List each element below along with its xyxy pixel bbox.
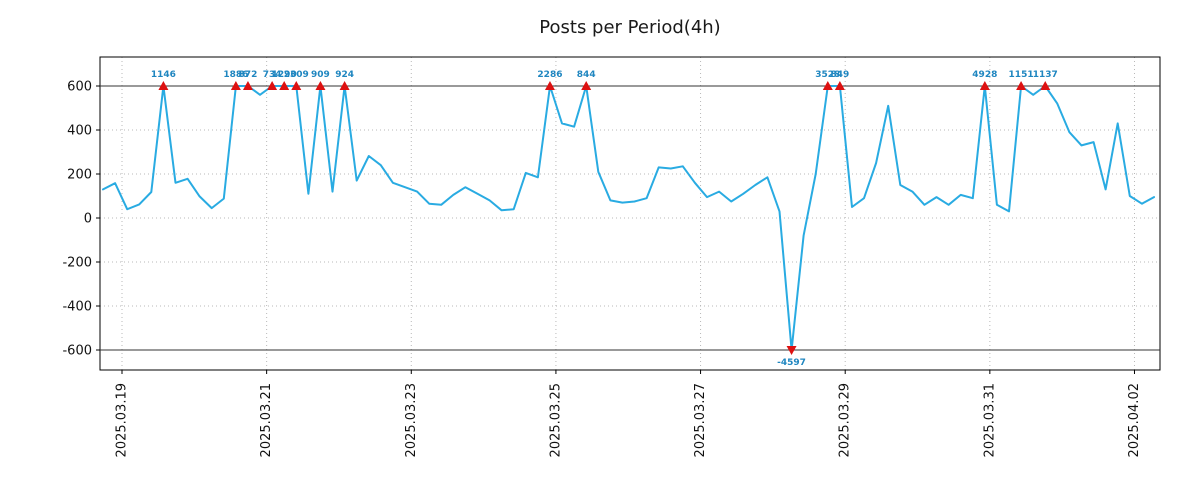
grid-layer xyxy=(100,57,1160,370)
peak-label: 909 xyxy=(311,70,330,80)
peak-label: 2309 xyxy=(284,70,309,80)
x-tick-label: 2025.04.02 xyxy=(1127,383,1142,457)
chart-title: Posts per Period(4h) xyxy=(539,17,720,38)
x-tick-label: 2025.03.19 xyxy=(115,383,130,457)
y-tick-label: 200 xyxy=(67,168,92,183)
y-tick-label: -200 xyxy=(62,256,92,271)
peak-marker xyxy=(315,81,326,90)
peak-marker xyxy=(544,81,555,90)
peak-marker xyxy=(230,81,241,90)
peak-label: 4928 xyxy=(972,70,997,80)
y-tick-label: 600 xyxy=(67,80,92,95)
axis-frame xyxy=(99,56,1161,371)
trough-label: -4597 xyxy=(777,358,806,368)
peak-marker xyxy=(822,81,833,90)
x-tick-label: 2025.03.23 xyxy=(404,383,419,457)
y-tick-label: -600 xyxy=(62,344,92,359)
peak-label: 1137 xyxy=(1033,70,1058,80)
peak-marker xyxy=(339,81,350,90)
peak-label: 1886 xyxy=(223,70,248,80)
data-line xyxy=(102,85,1155,351)
x-tick-label: 2025.03.27 xyxy=(693,383,708,457)
peak-label: 1146 xyxy=(151,70,176,80)
peak-label: 1151 xyxy=(1009,70,1034,80)
x-tick-label: 2025.03.21 xyxy=(259,383,274,457)
x-tick-label: 2025.03.31 xyxy=(982,383,997,457)
peak-label: 849 xyxy=(830,70,849,80)
y-tick-label: -400 xyxy=(62,300,92,315)
peak-label: 872 xyxy=(239,70,258,80)
peak-marker xyxy=(158,81,169,90)
peak-marker xyxy=(291,81,302,90)
peak-label: 924 xyxy=(335,70,354,80)
peak-label: 844 xyxy=(577,70,596,80)
trough-marker xyxy=(786,346,797,355)
peak-marker xyxy=(834,81,845,90)
label-layer: -600 -400 -200 0 200 400 600 2025.03.19 2025.03.… xyxy=(62,70,1141,457)
axis-layer xyxy=(96,56,1161,374)
peak-marker xyxy=(1040,81,1051,90)
peak-marker xyxy=(979,81,990,90)
peak-marker xyxy=(242,81,253,90)
peak-marker xyxy=(1016,81,1027,90)
y-tick-label: 400 xyxy=(67,124,92,139)
peak-marker xyxy=(581,81,592,90)
peak-label: 3528 xyxy=(815,70,840,80)
series-layer xyxy=(102,85,1155,351)
x-tick-label: 2025.03.29 xyxy=(838,383,853,457)
peak-label: 734 xyxy=(263,70,282,80)
peak-marker xyxy=(279,81,290,90)
peak-marker xyxy=(267,81,278,90)
peak-label: 1290 xyxy=(272,70,297,80)
marker-layer xyxy=(158,81,1051,355)
peak-label: 2286 xyxy=(537,70,562,80)
y-tick-label: 0 xyxy=(84,212,92,227)
x-tick-label: 2025.03.25 xyxy=(548,383,563,457)
